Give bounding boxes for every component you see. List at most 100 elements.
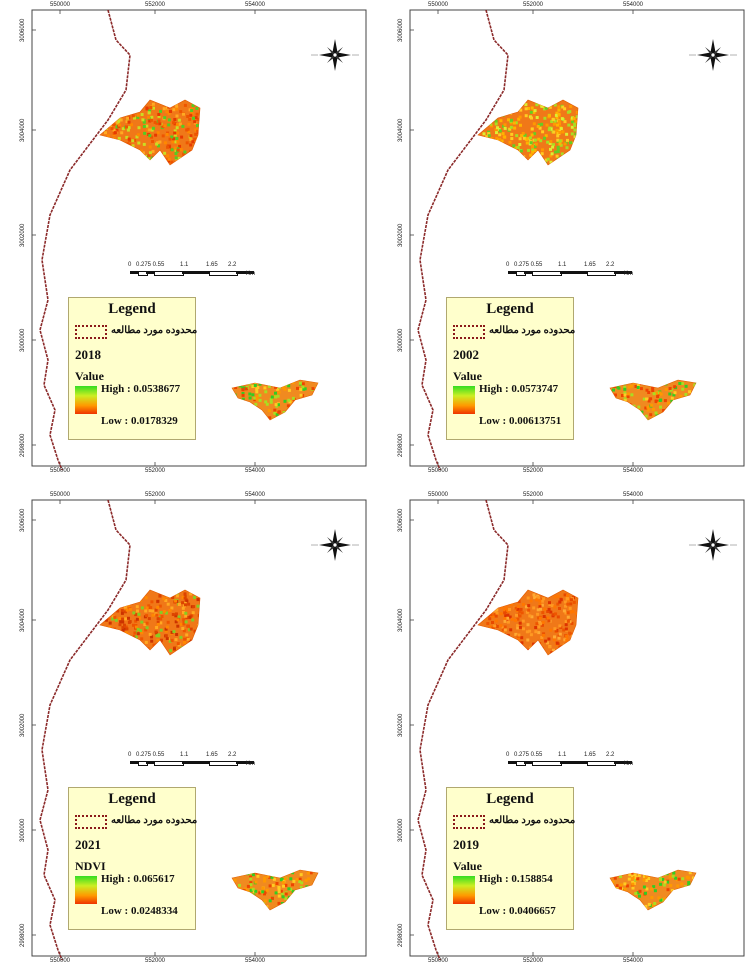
y-tick-label: 3006000 bbox=[20, 18, 26, 42]
scale-label: 1.1 bbox=[558, 262, 567, 268]
scale-label: 0 bbox=[128, 262, 132, 268]
legend-low-value: Low : 0.00613751 bbox=[479, 415, 562, 427]
y-tick-label: 2998000 bbox=[20, 923, 26, 947]
x-tick-label: 554000 bbox=[623, 958, 644, 964]
x-tick-label: 554000 bbox=[245, 492, 266, 498]
scale-label: 0.275 0.55 bbox=[136, 752, 165, 758]
map-panel-2021: 550000 552000 554000 550000 552000 55400… bbox=[0, 490, 370, 970]
x-tick-label: 550000 bbox=[428, 2, 449, 8]
scale-bar: 0 0.275 0.55 1.1 1.65 2.2 Km bbox=[506, 262, 636, 278]
x-tick-label: 554000 bbox=[623, 492, 644, 498]
legend-title: Legend bbox=[108, 301, 156, 317]
scale-bar: 0 0.275 0.55 1.1 1.65 2.2 Km bbox=[506, 752, 636, 768]
y-tick-label: 3000000 bbox=[20, 328, 26, 352]
map-legend: Legend محدوده مورد مطالعه 2018 Value Hig… bbox=[68, 297, 198, 440]
river-line bbox=[417, 499, 509, 961]
y-tick-label: 2998000 bbox=[398, 433, 404, 457]
scale-label: 1.65 bbox=[584, 262, 596, 268]
compass-rose-icon bbox=[689, 39, 737, 71]
legend-field-name: Value bbox=[453, 859, 482, 873]
y-tick-label: 2998000 bbox=[20, 433, 26, 457]
ndvi-color-ramp bbox=[453, 876, 475, 904]
y-tick-label: 3002000 bbox=[20, 713, 26, 737]
scale-label: 1.1 bbox=[180, 262, 189, 268]
map-panel-2019: 550000 552000 554000 550000 552000 55400… bbox=[378, 490, 748, 970]
x-tick-label: 550000 bbox=[50, 492, 71, 498]
legend-field-name: Value bbox=[453, 369, 482, 383]
legend-high-value: High : 0.0573747 bbox=[479, 383, 559, 395]
study-area-boundary-symbol bbox=[75, 325, 107, 339]
x-tick-label: 554000 bbox=[245, 468, 266, 474]
legend-high-value: High : 0.158854 bbox=[479, 873, 553, 885]
map-panel-2002: 550000 552000 554000 550000 552000 55400… bbox=[378, 0, 748, 480]
legend-year: 2021 bbox=[75, 837, 101, 852]
scale-label: 0.275 0.55 bbox=[514, 752, 543, 758]
y-tick-label: 3004000 bbox=[20, 608, 26, 632]
river-line bbox=[39, 9, 131, 471]
y-tick-label: 3004000 bbox=[398, 118, 404, 142]
x-tick-label: 550000 bbox=[428, 492, 449, 498]
legend-year: 2002 bbox=[453, 347, 479, 362]
scale-label: 2.2 bbox=[228, 262, 237, 268]
y-tick-label: 3004000 bbox=[20, 118, 26, 142]
y-tick-label: 3000000 bbox=[398, 328, 404, 352]
river-line bbox=[39, 499, 131, 961]
y-tick-label: 3006000 bbox=[20, 508, 26, 532]
scale-label: 2.2 bbox=[606, 262, 615, 268]
map-legend: Legend محدوده مورد مطالعه 2021 NDVI High… bbox=[68, 787, 198, 930]
x-tick-label: 550000 bbox=[428, 958, 449, 964]
scale-label: 1.65 bbox=[206, 262, 218, 268]
legend-high-value: High : 0.0538677 bbox=[101, 383, 181, 395]
x-tick-label: 554000 bbox=[245, 958, 266, 964]
x-tick-label: 552000 bbox=[523, 958, 544, 964]
scale-label: 1.65 bbox=[206, 752, 218, 758]
x-tick-label: 550000 bbox=[50, 2, 71, 8]
scale-unit: Km bbox=[246, 271, 255, 277]
study-area-boundary-label: محدوده مورد مطالعه bbox=[111, 815, 198, 826]
river-line bbox=[417, 9, 509, 471]
x-tick-label: 552000 bbox=[145, 492, 166, 498]
scale-bar: 0 0.275 0.55 1.1 1.65 2.2 Km bbox=[128, 262, 258, 278]
y-tick-label: 3004000 bbox=[398, 608, 404, 632]
scale-label: 1.1 bbox=[180, 752, 189, 758]
x-tick-label: 554000 bbox=[245, 2, 266, 8]
ndvi-color-ramp bbox=[75, 386, 97, 414]
legend-title: Legend bbox=[486, 301, 534, 317]
scale-bar: 0 0.275 0.55 1.1 1.65 2.2 Km bbox=[128, 752, 258, 768]
study-area-boundary-label: محدوده مورد مطالعه bbox=[489, 815, 576, 826]
legend-low-value: Low : 0.0178329 bbox=[101, 415, 178, 427]
study-area-boundary-symbol bbox=[453, 325, 485, 339]
y-tick-label: 3006000 bbox=[398, 508, 404, 532]
y-tick-label: 3000000 bbox=[398, 818, 404, 842]
study-area-boundary-label: محدوده مورد مطالعه bbox=[111, 325, 198, 336]
scale-unit: Km bbox=[624, 761, 633, 767]
scale-label: 0 bbox=[506, 262, 510, 268]
y-tick-label: 3002000 bbox=[398, 223, 404, 247]
compass-rose-icon bbox=[689, 529, 737, 561]
compass-rose-icon bbox=[311, 529, 359, 561]
x-tick-label: 552000 bbox=[523, 468, 544, 474]
x-tick-label: 550000 bbox=[428, 468, 449, 474]
map-panel-2018: 550000 552000 554000 550000 552000 55400… bbox=[0, 0, 370, 480]
ndvi-color-ramp bbox=[75, 876, 97, 904]
legend-low-value: Low : 0.0406657 bbox=[479, 905, 556, 917]
scale-label: 2.2 bbox=[606, 752, 615, 758]
scale-label: 0.275 0.55 bbox=[514, 262, 543, 268]
study-area-boundary-symbol bbox=[75, 815, 107, 829]
scale-label: 1.65 bbox=[584, 752, 596, 758]
y-tick-label: 3006000 bbox=[398, 18, 404, 42]
scale-unit: Km bbox=[624, 271, 633, 277]
legend-low-value: Low : 0.0248334 bbox=[101, 905, 178, 917]
x-tick-label: 552000 bbox=[145, 2, 166, 8]
y-tick-label: 3002000 bbox=[398, 713, 404, 737]
x-tick-label: 552000 bbox=[145, 468, 166, 474]
y-tick-label: 3000000 bbox=[20, 818, 26, 842]
map-frame bbox=[31, 499, 367, 961]
legend-field-name: Value bbox=[75, 369, 104, 383]
x-tick-label: 550000 bbox=[50, 958, 71, 964]
legend-year: 2018 bbox=[75, 347, 101, 362]
x-tick-label: 552000 bbox=[145, 958, 166, 964]
scale-label: 2.2 bbox=[228, 752, 237, 758]
y-tick-label: 2998000 bbox=[398, 923, 404, 947]
x-tick-label: 552000 bbox=[523, 492, 544, 498]
